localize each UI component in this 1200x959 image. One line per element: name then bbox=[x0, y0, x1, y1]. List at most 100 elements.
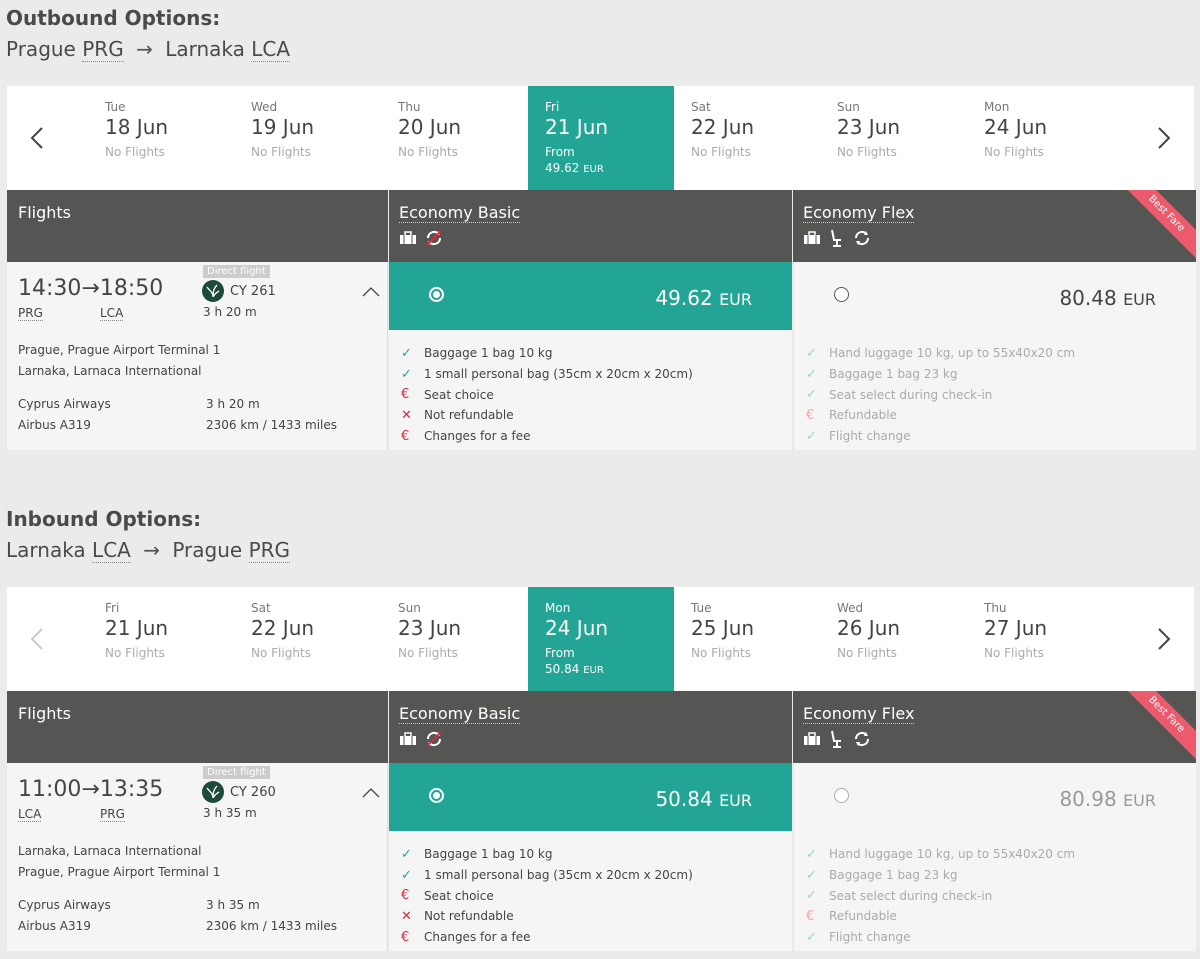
baggage-icon bbox=[400, 732, 416, 745]
flights-column-header: Flights bbox=[7, 190, 388, 262]
day-of-week: Fri bbox=[545, 100, 560, 114]
date-option[interactable]: Tue 25 Jun No Flights bbox=[674, 587, 820, 691]
day-of-week: Tue bbox=[105, 100, 126, 114]
day-of-week: Sat bbox=[691, 100, 711, 114]
day-date: 24 Jun bbox=[984, 115, 1048, 139]
day-status: No Flights bbox=[691, 145, 751, 159]
next-dates-button[interactable] bbox=[1134, 587, 1194, 691]
fare-name[interactable]: Economy Flex bbox=[803, 203, 915, 223]
flight-times: 14:30→18:50 bbox=[18, 276, 164, 301]
flight-airport-codes: LCA PRG bbox=[18, 807, 125, 822]
route-origin-code[interactable]: PRG bbox=[82, 37, 124, 62]
feature-item: € Seat choice bbox=[401, 387, 494, 403]
feature-item: ✕ Not refundable bbox=[401, 908, 514, 924]
airline-logo-icon bbox=[202, 781, 224, 803]
duration-detail: 3 h 35 m bbox=[206, 898, 260, 912]
route-origin-city: Prague bbox=[6, 37, 76, 61]
feature-item: € Refundable bbox=[806, 908, 897, 924]
date-option[interactable]: Sat 22 Jun No Flights bbox=[234, 587, 380, 691]
feature-item: ✓ 1 small personal bag (35cm x 20cm x 20c… bbox=[401, 366, 693, 382]
fare-name[interactable]: Economy Basic bbox=[399, 203, 521, 223]
no-change-icon bbox=[426, 731, 442, 747]
route-arrow-icon: → bbox=[136, 37, 153, 61]
check-icon: ✓ bbox=[401, 366, 412, 382]
arrival-airport: Larnaka, Larnaca International bbox=[18, 364, 202, 378]
best-fare-ribbon: Best Fare bbox=[1116, 190, 1196, 262]
flight-airport-codes: PRG LCA bbox=[18, 306, 124, 321]
check-icon: ✓ bbox=[806, 867, 817, 883]
fare-radio-unselected[interactable] bbox=[834, 788, 849, 803]
basic-price-option[interactable]: 50.84 EUR bbox=[389, 763, 792, 831]
date-option-selected[interactable]: Mon 24 Jun From 50.84 EUR bbox=[528, 587, 674, 691]
date-option[interactable]: Fri 21 Jun No Flights bbox=[88, 587, 234, 691]
flex-features-list: ✓ Hand luggage 10 kg, up to 55x40x20 cm ✓… bbox=[806, 343, 1075, 446]
route-origin-code[interactable]: LCA bbox=[92, 538, 131, 563]
day-of-week: Mon bbox=[545, 601, 571, 615]
feature-item: € Changes for a fee bbox=[401, 428, 531, 444]
day-price: 50.84 EUR bbox=[545, 662, 604, 676]
collapse-chevron-up-icon[interactable] bbox=[362, 783, 380, 802]
feature-item: ✓ Baggage 1 bag 10 kg bbox=[401, 345, 553, 361]
route-destination-code[interactable]: LCA bbox=[251, 37, 291, 62]
euro-icon: € bbox=[401, 428, 410, 444]
feature-item: ✓ Flight change bbox=[806, 428, 911, 444]
inbound-title: Inbound Options: bbox=[6, 507, 202, 531]
date-option-selected[interactable]: Fri 21 Jun From 49.62 EUR bbox=[528, 86, 674, 190]
direct-flight-badge: Direct flight bbox=[203, 766, 270, 779]
airline-name: Cyprus Airways bbox=[18, 898, 111, 912]
basic-price-option[interactable]: 49.62 EUR bbox=[389, 262, 792, 330]
flights-column-header: Flights bbox=[7, 691, 388, 763]
fare-radio-unselected[interactable] bbox=[834, 287, 849, 302]
chevron-right-icon bbox=[1158, 127, 1171, 149]
date-option[interactable]: Sun 23 Jun No Flights bbox=[820, 86, 966, 190]
check-icon: ✓ bbox=[806, 888, 817, 904]
date-option[interactable]: Wed 26 Jun No Flights bbox=[820, 587, 966, 691]
flight-times: 11:00→13:35 bbox=[18, 777, 164, 802]
feature-item: ✕ Not refundable bbox=[401, 407, 514, 423]
prev-dates-button[interactable] bbox=[7, 86, 67, 190]
day-of-week: Fri bbox=[105, 601, 120, 615]
date-option[interactable]: Thu 27 Jun No Flights bbox=[967, 587, 1113, 691]
date-option[interactable]: Sat 22 Jun No Flights bbox=[674, 86, 820, 190]
fare-name[interactable]: Economy Flex bbox=[803, 704, 915, 724]
check-icon: ✓ bbox=[806, 366, 817, 382]
baggage-icon bbox=[400, 231, 416, 244]
aircraft-type: Airbus A319 bbox=[18, 919, 91, 933]
fare-name[interactable]: Economy Basic bbox=[399, 704, 521, 724]
basic-features-list: ✓ Baggage 1 bag 10 kg ✓ 1 small personal b… bbox=[401, 844, 693, 947]
collapse-chevron-up-icon[interactable] bbox=[362, 282, 380, 301]
check-icon: ✓ bbox=[401, 345, 412, 361]
euro-icon: € bbox=[401, 888, 410, 904]
feature-item: ✓ Hand luggage 10 kg, up to 55x40x20 cm bbox=[806, 345, 1076, 361]
check-icon: ✓ bbox=[806, 846, 817, 862]
date-option[interactable]: Sun 23 Jun No Flights bbox=[381, 587, 527, 691]
next-dates-button[interactable] bbox=[1134, 86, 1194, 190]
flex-price[interactable]: 80.98 EUR bbox=[1059, 787, 1156, 811]
date-option[interactable]: Wed 19 Jun No Flights bbox=[234, 86, 380, 190]
economy-basic-fare: 49.62 EUR ✓ Baggage 1 bag 10 kg ✓ 1 small … bbox=[389, 262, 792, 450]
date-option[interactable]: Tue 18 Jun No Flights bbox=[88, 86, 234, 190]
date-option[interactable]: Thu 20 Jun No Flights bbox=[381, 86, 527, 190]
change-icon bbox=[854, 731, 870, 747]
cross-icon: ✕ bbox=[401, 908, 412, 924]
euro-icon: € bbox=[401, 929, 410, 945]
feature-item: ✓ Flight change bbox=[806, 929, 911, 945]
chevron-left-icon bbox=[30, 127, 43, 149]
route-destination-code[interactable]: PRG bbox=[248, 538, 291, 563]
day-status: From bbox=[545, 145, 575, 159]
feature-item: ✓ Baggage 1 bag 10 kg bbox=[401, 846, 553, 862]
flight-number: CY 261 bbox=[230, 283, 276, 299]
prev-dates-button[interactable] bbox=[7, 587, 67, 691]
day-of-week: Mon bbox=[984, 100, 1010, 114]
flex-price[interactable]: 80.48 EUR bbox=[1059, 286, 1156, 310]
day-status: No Flights bbox=[105, 646, 165, 660]
day-date: 26 Jun bbox=[837, 616, 901, 640]
date-option[interactable]: Mon 24 Jun No Flights bbox=[967, 86, 1113, 190]
economy-flex-header: Economy Flex Best Fare bbox=[793, 190, 1196, 262]
day-date: 24 Jun bbox=[545, 616, 609, 640]
fare-radio-selected[interactable] bbox=[429, 287, 444, 302]
fare-radio-selected[interactable] bbox=[429, 788, 444, 803]
departure-airport: Larnaka, Larnaca International bbox=[18, 844, 202, 858]
euro-icon: € bbox=[401, 387, 410, 403]
day-date: 19 Jun bbox=[251, 115, 315, 139]
